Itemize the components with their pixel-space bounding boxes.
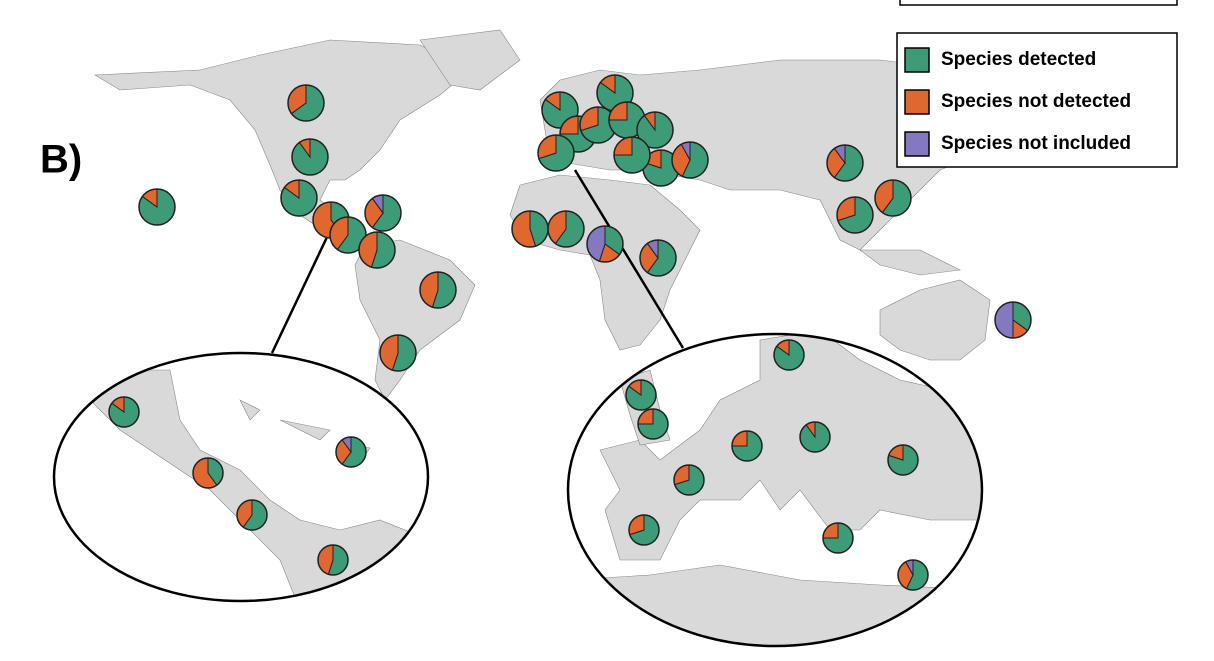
pie-outline: [108, 396, 140, 428]
pie-outline: [547, 210, 585, 248]
pie-outline: [613, 136, 651, 174]
inset-connector: [573, 169, 685, 349]
pie-outline: [671, 141, 709, 179]
pie-outline: [887, 444, 919, 476]
greenland: [419, 29, 521, 91]
pie-outline: [836, 196, 874, 234]
pie-outline: [773, 339, 805, 371]
legend-label: Species not included: [941, 133, 1131, 154]
pie-outline: [537, 134, 575, 172]
pie-outline: [379, 334, 417, 372]
box-edge: [899, 0, 1178, 6]
pie-outline: [358, 231, 396, 269]
inset-frame: [566, 332, 984, 648]
legend: [896, 32, 1178, 168]
southeast-asia-islands: [859, 249, 962, 276]
pie-outline: [673, 464, 705, 496]
pie-outline: [317, 544, 349, 576]
pie-outline: [364, 194, 402, 232]
legend-swatch: [904, 131, 930, 157]
pie-outline: [280, 179, 318, 217]
pie-outline: [287, 84, 325, 122]
pie-outline: [291, 138, 329, 176]
land: [599, 334, 982, 561]
australia: [879, 279, 991, 361]
inset-americas: [52, 351, 430, 603]
pie-outline: [335, 436, 367, 468]
pie-outline: [236, 499, 268, 531]
inset-connector: [270, 234, 330, 354]
legend-label: Species detected: [941, 49, 1096, 70]
pie-outline: [874, 179, 912, 217]
pie-outline: [994, 301, 1032, 339]
pies: [108, 74, 1032, 591]
pie-outline: [628, 514, 660, 546]
pie-outline: [799, 421, 831, 453]
pie-outline: [636, 111, 674, 149]
pie-outline: [822, 522, 854, 554]
pie-outline: [419, 271, 457, 309]
pie-outline: [826, 144, 864, 182]
pie-outline: [586, 225, 624, 263]
pie-slice: [994, 301, 1014, 339]
pie-outline: [897, 559, 929, 591]
inset-europe: [566, 332, 984, 648]
pie-outline: [639, 239, 677, 277]
pie-outline: [192, 457, 224, 489]
legend-swatch: [904, 47, 930, 73]
pie-outline: [625, 379, 657, 411]
pie-outline: [138, 188, 176, 226]
pie-outline: [637, 408, 669, 440]
panel-label: B): [40, 138, 82, 182]
legend-label: Species not detected: [941, 91, 1131, 112]
legend-swatch: [904, 89, 930, 115]
inset-frame: [52, 351, 430, 603]
pie-outline: [541, 91, 579, 129]
pie-outline: [731, 430, 763, 462]
